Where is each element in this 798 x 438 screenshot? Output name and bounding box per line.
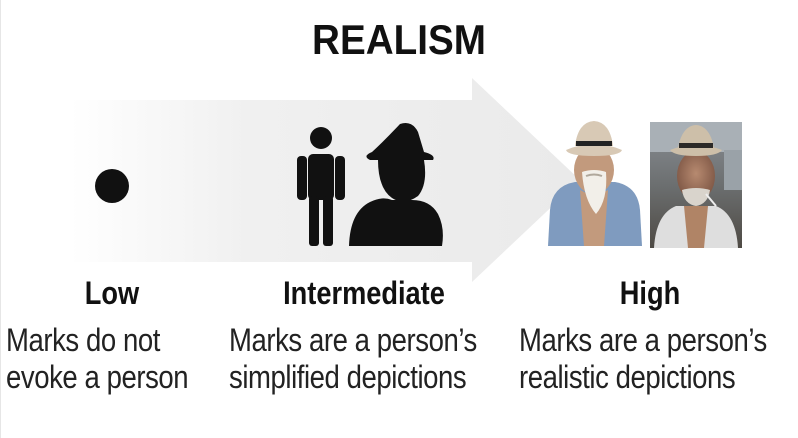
level-low-desc-line2: evoke a person: [6, 359, 189, 395]
diagram-title: REALISM: [312, 16, 486, 63]
level-intermediate-description: Marks are a person’s simplified depictio…: [229, 322, 477, 396]
left-border: [0, 0, 1, 438]
level-low-desc-line1: Marks do not: [6, 322, 160, 358]
photo-man-icon: [650, 122, 742, 248]
dot-icon: [95, 169, 129, 203]
level-low-label: Low: [84, 275, 140, 311]
cartoon-man-icon: [548, 121, 642, 246]
level-high-desc-line1: Marks are a person’s: [519, 322, 767, 358]
level-low-description: Marks do not evoke a person: [6, 322, 189, 396]
level-high-label: High: [619, 275, 681, 311]
level-intermediate-desc-line1: Marks are a person’s: [229, 322, 477, 358]
level-high-desc-line2: realistic depictions: [519, 359, 736, 395]
level-intermediate-desc-line2: simplified depictions: [229, 359, 467, 395]
level-intermediate-label: Intermediate: [283, 275, 445, 311]
stick-person-icon: [297, 127, 345, 246]
silhouette-person-icon: [349, 123, 443, 246]
level-high-description: Marks are a person’s realistic depiction…: [519, 322, 767, 396]
